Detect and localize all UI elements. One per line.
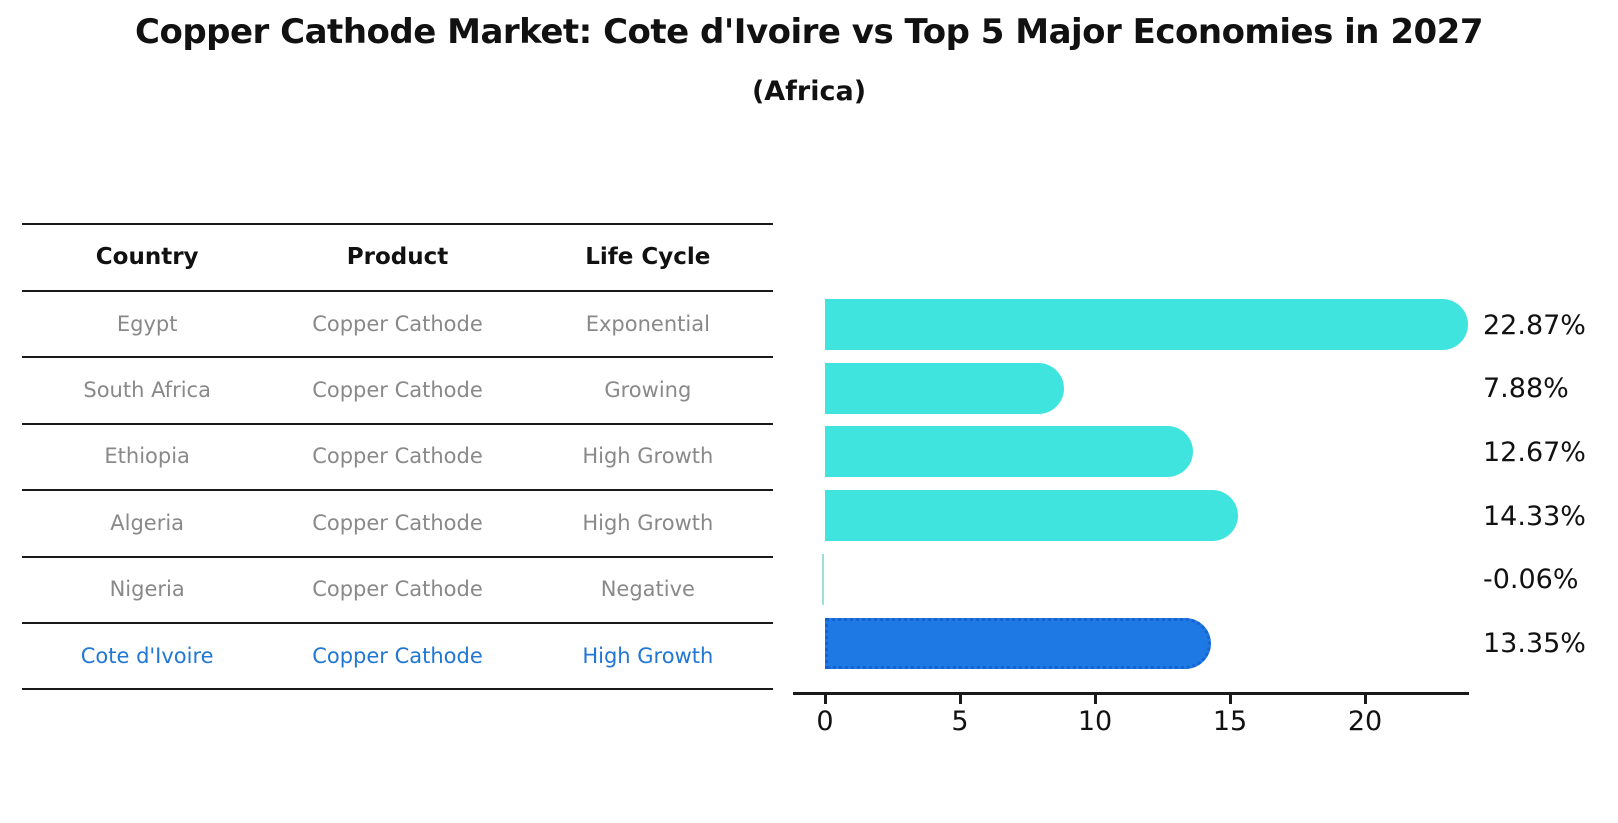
cell-country: Algeria bbox=[110, 510, 185, 535]
cell-country: South Africa bbox=[83, 378, 211, 403]
x-tick-label-0: 0 bbox=[816, 706, 834, 737]
x-tick-label-5: 5 bbox=[951, 706, 969, 737]
cell-product: Copper Cathode bbox=[312, 510, 483, 535]
x-axis-line bbox=[793, 692, 1469, 695]
x-tick-mark-5 bbox=[958, 695, 962, 704]
x-tick-mark-0 bbox=[823, 695, 827, 704]
bar-south-africa bbox=[825, 362, 1064, 414]
bar-nigeria bbox=[822, 553, 825, 605]
cell-country: Nigeria bbox=[109, 577, 185, 602]
bar-cote-d-ivoire bbox=[825, 617, 1212, 669]
x-tick-mark-20 bbox=[1363, 695, 1367, 704]
value-label-algeria: 14.33% bbox=[1483, 500, 1586, 532]
cell-life-cycle: Exponential bbox=[585, 311, 710, 336]
cell-product: Copper Cathode bbox=[312, 378, 483, 403]
table-body: Egypt Copper Cathode Exponential South Afri… bbox=[22, 292, 773, 691]
x-tick-label-15: 15 bbox=[1212, 706, 1248, 737]
table-row-nigeria: Nigeria Copper Cathode Negative bbox=[22, 558, 773, 624]
column-header-life-cycle: Life Cycle bbox=[585, 243, 711, 270]
value-label-south-africa: 7.88% bbox=[1483, 373, 1569, 405]
table-row-south-africa: South Africa Copper Cathode Growing bbox=[22, 358, 773, 425]
cell-life-cycle: High Growth bbox=[582, 643, 714, 668]
cell-life-cycle: Negative bbox=[600, 577, 695, 602]
x-tick-mark-10 bbox=[1093, 695, 1097, 704]
table-row-cote-d-ivoire: Cote d'Ivoire Copper Cathode High Growth bbox=[22, 624, 773, 691]
bar-egypt bbox=[825, 299, 1469, 350]
cell-product: Copper Cathode bbox=[312, 577, 483, 602]
cell-life-cycle: High Growth bbox=[582, 510, 714, 535]
x-tick-label-10: 10 bbox=[1077, 706, 1113, 737]
chart-subtitle: (Africa) bbox=[751, 76, 867, 107]
value-label-egypt: 22.87% bbox=[1483, 309, 1586, 341]
table-header-row: Country Product Life Cycle bbox=[22, 225, 773, 292]
cell-product: Copper Cathode bbox=[312, 444, 483, 469]
cell-product: Copper Cathode bbox=[312, 311, 483, 336]
x-tick-label-20: 20 bbox=[1347, 706, 1383, 737]
x-tick-mark-15 bbox=[1228, 695, 1232, 704]
cell-country: Cote d'Ivoire bbox=[80, 643, 214, 668]
table-row-egypt: Egypt Copper Cathode Exponential bbox=[22, 292, 773, 359]
chart-title: Copper Cathode Market: Cote d'Ivoire vs … bbox=[135, 12, 1483, 52]
cell-product: Copper Cathode bbox=[312, 643, 483, 668]
cell-country: Ethiopia bbox=[104, 444, 190, 469]
cell-country: Egypt bbox=[116, 311, 178, 336]
bar-algeria bbox=[825, 490, 1238, 542]
column-header-country: Country bbox=[95, 243, 199, 270]
value-label-cote-d-ivoire: 13.35% bbox=[1483, 628, 1586, 659]
value-label-nigeria: -0.06% bbox=[1483, 564, 1579, 596]
comparison-table: Country Product Life Cycle Egypt Copper C… bbox=[22, 223, 773, 691]
column-header-product: Product bbox=[346, 243, 449, 270]
bar-ethiopia bbox=[825, 426, 1194, 478]
table-row-algeria: Algeria Copper Cathode High Growth bbox=[22, 491, 773, 558]
cell-life-cycle: High Growth bbox=[582, 444, 714, 469]
table-row-ethiopia: Ethiopia Copper Cathode High Growth bbox=[22, 425, 773, 492]
value-label-ethiopia: 12.67% bbox=[1483, 436, 1586, 468]
cell-life-cycle: Growing bbox=[604, 378, 692, 403]
